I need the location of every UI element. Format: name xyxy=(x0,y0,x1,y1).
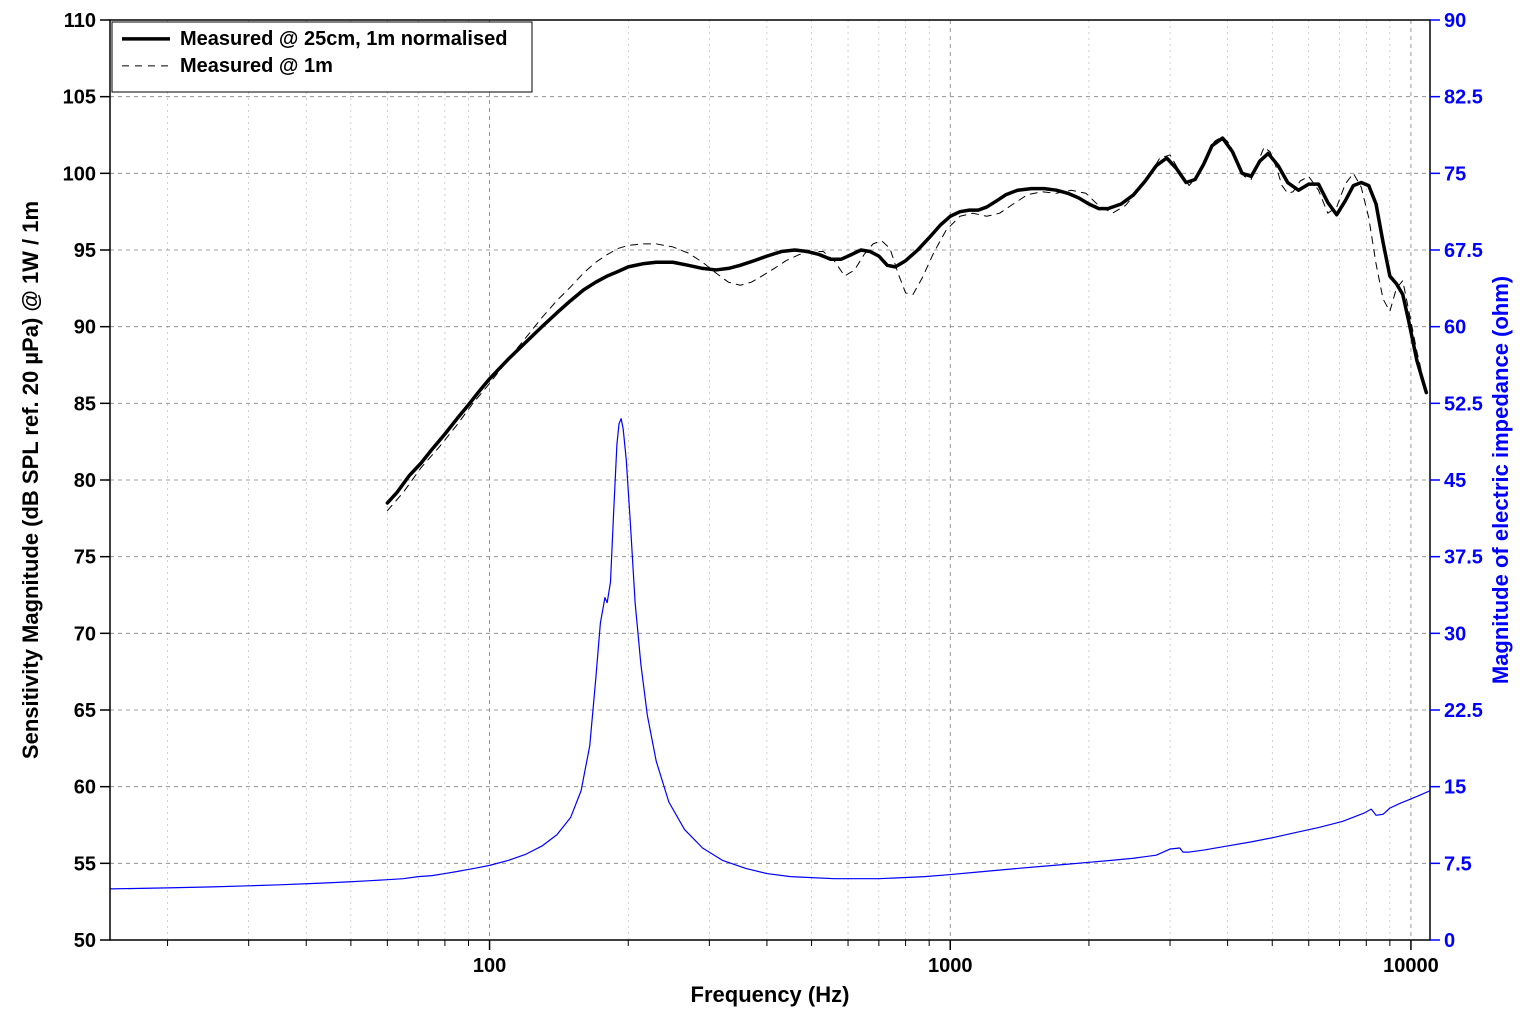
y-right-tick-label: 30 xyxy=(1444,623,1466,645)
y-right-tick-label: 52.5 xyxy=(1444,393,1483,415)
y-left-tick-label: 65 xyxy=(74,700,96,722)
x-tick-label: 1000 xyxy=(928,955,973,977)
y-right-tick-label: 67.5 xyxy=(1444,240,1483,262)
y-right-tick-label: 90 xyxy=(1444,10,1466,32)
x-tick-label: 10000 xyxy=(1383,955,1439,977)
y-left-tick-label: 60 xyxy=(74,777,96,799)
y-right-tick-label: 22.5 xyxy=(1444,700,1483,722)
y-left-tick-label: 105 xyxy=(63,87,96,109)
chart-svg: 100 1000 10000 50 55 60 65 70 75 80 85 90 95 100 105 11… xyxy=(0,0,1523,1029)
y-left-tick-label: 70 xyxy=(74,623,96,645)
y-left-tick-label: 50 xyxy=(74,930,96,952)
x-tick-label: 100 xyxy=(473,955,506,977)
y-right-tick-label: 75 xyxy=(1444,163,1466,185)
y-left-tick-label: 95 xyxy=(74,240,96,262)
y-left-tick-label: 55 xyxy=(74,853,96,875)
legend-label: Measured @ 1m xyxy=(180,55,333,77)
y-right-tick-label: 15 xyxy=(1444,777,1466,799)
y-right-axis-label: Magnitude of electric impedance (ohm) xyxy=(1488,276,1513,684)
y-left-tick-label: 75 xyxy=(74,547,96,569)
x-axis-label: Frequency (Hz) xyxy=(691,982,850,1007)
legend-label: Measured @ 25cm, 1m normalised xyxy=(180,28,507,50)
y-left-tick-label: 110 xyxy=(64,10,96,32)
y-right-tick-label: 82.5 xyxy=(1444,87,1483,109)
y-right-tick-label: 37.5 xyxy=(1444,547,1483,569)
sensitivity-impedance-chart: 100 1000 10000 50 55 60 65 70 75 80 85 90 95 100 105 11… xyxy=(0,0,1523,1029)
y-right-tick-label: 60 xyxy=(1444,317,1466,339)
y-left-tick-label: 85 xyxy=(74,393,96,415)
y-right-tick-label: 45 xyxy=(1444,470,1466,492)
legend: Measured @ 25cm, 1m normalised Measured @… xyxy=(112,22,532,92)
y-right-tick-label: 7.5 xyxy=(1444,853,1472,875)
y-left-axis-label: Sensitivity Magnitude (dB SPL ref. 20 µP… xyxy=(18,201,43,759)
y-right-tick-label: 0 xyxy=(1444,930,1455,952)
y-left-tick-label: 100 xyxy=(63,163,96,185)
y-left-tick-label: 80 xyxy=(74,470,96,492)
y-left-tick-label: 90 xyxy=(74,317,96,339)
